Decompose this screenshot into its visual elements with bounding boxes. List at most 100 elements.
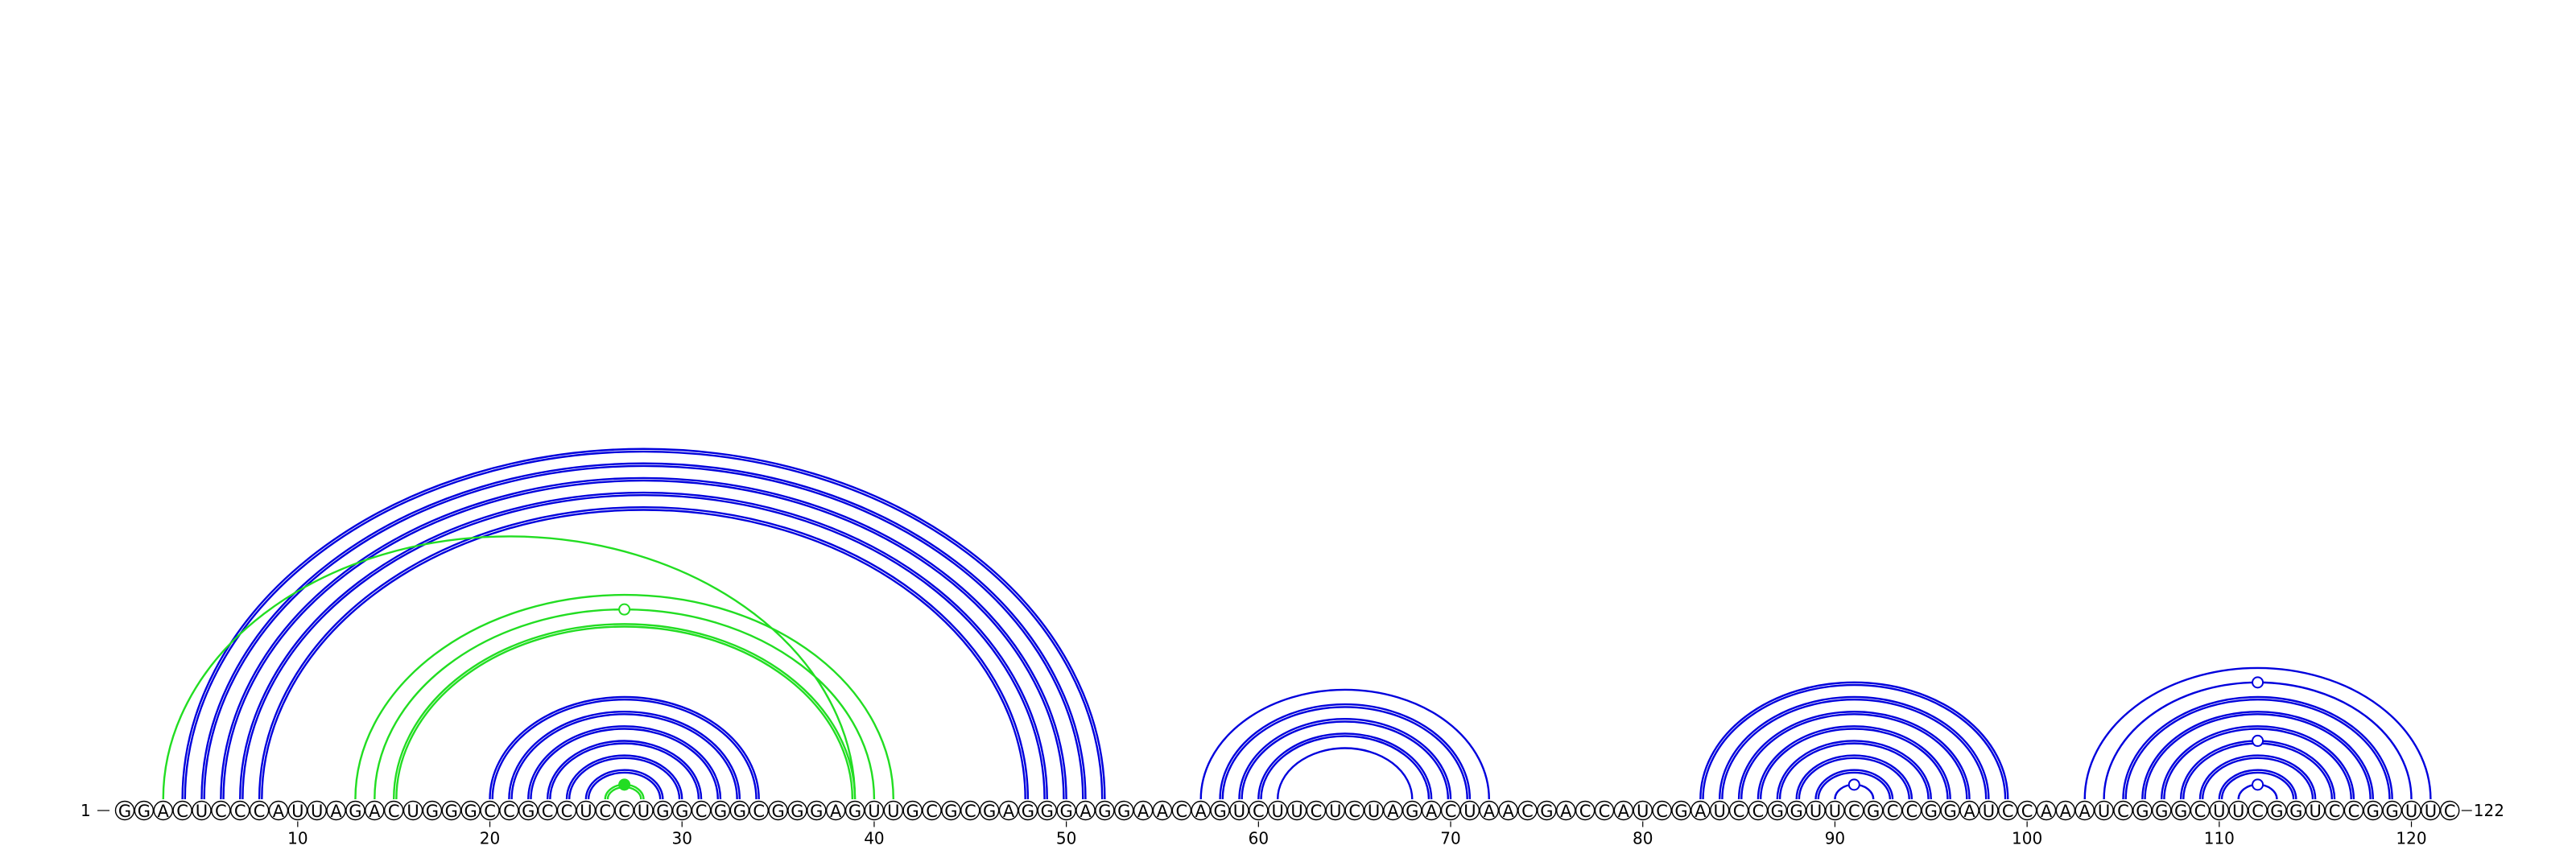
nucleotide-letter: C <box>1656 802 1668 821</box>
nucleotide-circle <box>2152 800 2172 821</box>
nucleotide-circle <box>192 800 212 821</box>
nucleotide-circle <box>499 800 519 821</box>
nucleotide-108: G <box>2170 800 2191 821</box>
nucleotide-circle <box>672 800 692 821</box>
nucleotide-circle <box>1613 800 1634 821</box>
nucleotide-30: G <box>672 800 692 821</box>
nucleotide-circle <box>1306 800 1327 821</box>
nucleotide-letter: U <box>1810 802 1822 821</box>
base-pair-arc-15-39-inner <box>395 625 854 800</box>
nucleotide-letter: C <box>1733 802 1745 821</box>
nucleotide-circle <box>2421 800 2441 821</box>
nucleotide-circle <box>1171 800 1192 821</box>
tick-label: 60 <box>1249 829 1269 848</box>
nucleotide-letter: U <box>2405 802 2417 821</box>
base-pair-arc-57-72 <box>1199 688 1490 800</box>
base-pair-arc-107-117 <box>2161 725 2355 800</box>
nucleotide-letter: C <box>1521 802 1534 821</box>
nucleotide-circle <box>979 800 1000 821</box>
nucleotide-circle <box>2094 800 2114 821</box>
nucleotide-circle <box>1575 800 1596 821</box>
nucleotide-letter: U <box>1272 802 1284 821</box>
nucleotide-circle <box>2248 800 2268 821</box>
nucleotide-87: G <box>1767 800 1788 821</box>
nucleotide-circle <box>480 800 500 821</box>
base-pair-arc-110-114-inner <box>2220 771 2295 800</box>
tick-30: 30 <box>672 821 692 848</box>
nucleotide-9: A <box>268 800 289 821</box>
nucleotide-circle <box>883 800 904 821</box>
base-pair-arc-107-117-inner <box>2163 728 2352 800</box>
nucleotide-circle <box>1056 800 1076 821</box>
nucleotide-letter: G <box>1540 802 1553 821</box>
nucleotide-letter: U <box>1714 802 1726 821</box>
nucleotide-letter: C <box>1253 802 1265 821</box>
nucleotide-letter: U <box>1463 802 1476 821</box>
nucleotide-72: A <box>1479 800 1499 821</box>
nucleotide-circle <box>1152 800 1173 821</box>
nucleotide-letter: A <box>1080 802 1092 821</box>
nucleotide-circle <box>1940 800 1960 821</box>
nucleotide-circle <box>2074 800 2095 821</box>
nucleotide-circle <box>653 800 673 821</box>
nucleotide-103: A <box>2074 800 2095 821</box>
nucleotide-70: C <box>1440 800 1461 821</box>
nucleotide-letter: C <box>2348 802 2360 821</box>
nucleotide-letter: U <box>1829 802 1841 821</box>
nucleotide-circle <box>422 800 443 821</box>
nucleotide-circle <box>807 800 827 821</box>
nucleotide-circle <box>749 800 769 821</box>
nucleotide-letter: G <box>714 802 727 821</box>
nucleotide-letter: C <box>1348 802 1360 821</box>
nucleotide-letter: G <box>733 802 746 821</box>
nucleotide-letter: C <box>2444 802 2456 821</box>
base-pair-arc-23-31-inner <box>549 742 700 800</box>
arcs-layer <box>162 448 2432 800</box>
nucleotide-38: A <box>825 800 846 821</box>
nucleotide-circle <box>153 800 173 821</box>
base-pair-arc-25-29-inner <box>587 771 662 800</box>
nucleotide-88: G <box>1786 800 1806 821</box>
nucleotide-19: G <box>460 800 481 821</box>
nucleotide-circle <box>1440 800 1461 821</box>
nucleotide-39: G <box>844 800 865 821</box>
nucleotide-22: G <box>518 800 539 821</box>
nucleotide-circle <box>2401 800 2421 821</box>
nucleotide-letter: U <box>291 802 303 821</box>
nucleotide-letter: C <box>2021 802 2033 821</box>
nucleotide-letter: C <box>753 802 765 821</box>
nucleotide-7: C <box>230 800 250 821</box>
nucleotide-letter: G <box>1790 802 1803 821</box>
nucleotide-101: A <box>2036 800 2057 821</box>
nucleotide-letter: C <box>1906 802 1918 821</box>
nucleotide-55: A <box>1152 800 1173 821</box>
nucleotide-circle <box>1114 800 1134 821</box>
nucleotide-circle <box>1210 800 1230 821</box>
nucleotide-35: G <box>768 800 788 821</box>
nucleotide-66: U <box>1364 800 1384 821</box>
nucleotide-circle <box>787 800 807 821</box>
base-pair-arc-7-49-inner <box>242 494 1046 800</box>
tick-label: 90 <box>1825 829 1845 848</box>
nucleotide-83: A <box>1690 800 1711 821</box>
nucleotide-circle <box>864 800 885 821</box>
base-pair-arc-59-70 <box>1238 718 1452 800</box>
arc-marker-3 <box>1847 778 1860 791</box>
nucleotide-letter: G <box>906 802 919 821</box>
nucleotide-59: U <box>1229 800 1249 821</box>
nucleotide-51: A <box>1075 800 1096 821</box>
base-pair-arc-24-30-inner <box>568 757 681 800</box>
tick-label: 30 <box>672 829 692 848</box>
nucleotide-letter: C <box>2002 802 2014 821</box>
nucleotide-63: C <box>1306 800 1327 821</box>
nucleotide-circle <box>1767 800 1788 821</box>
nucleotide-102: A <box>2055 800 2076 821</box>
nucleotide-circle <box>2209 800 2230 821</box>
nucleotide-circle <box>691 800 712 821</box>
nucleotide-58: G <box>1210 800 1230 821</box>
nucleotide-letter: U <box>407 802 419 821</box>
tick-label: 70 <box>1440 829 1460 848</box>
nucleotide-letter: U <box>1637 802 1649 821</box>
nucleotide-letter: G <box>983 802 996 821</box>
nucleotide-letter: U <box>868 802 880 821</box>
